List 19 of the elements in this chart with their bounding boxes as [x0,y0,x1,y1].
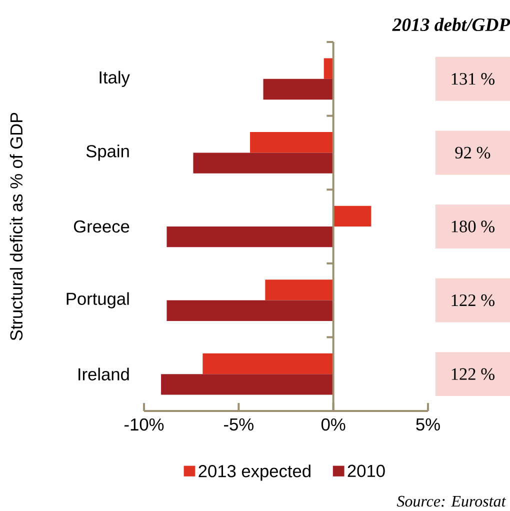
x-tick-label: -10% [124,418,164,431]
x-tick-label: 5% [416,418,440,431]
legend-label: 2010 [348,464,385,478]
text: 122 % [452,294,494,306]
text: 92 % [455,146,490,159]
text: 131 % [452,73,494,85]
x-tick-label: -5% [224,418,254,431]
y-tick-label: Spain [86,144,129,161]
source-note: Source: Eurostat [396,496,506,507]
y-axis-title: Structural deficit as % of GDP [10,112,23,340]
y-tick-label: Portugal [66,292,129,308]
legend-label: 2013 expected [198,464,310,481]
text: 180 % [452,220,494,232]
y-tick-label: Italy [100,70,130,87]
x-tick-label: 0% [321,418,346,431]
text: 122 % [452,368,494,380]
y-tick-label: Ireland [78,368,129,380]
y-tick-label: Greece [74,220,130,233]
text: 2013 debt/GDP [392,18,510,32]
